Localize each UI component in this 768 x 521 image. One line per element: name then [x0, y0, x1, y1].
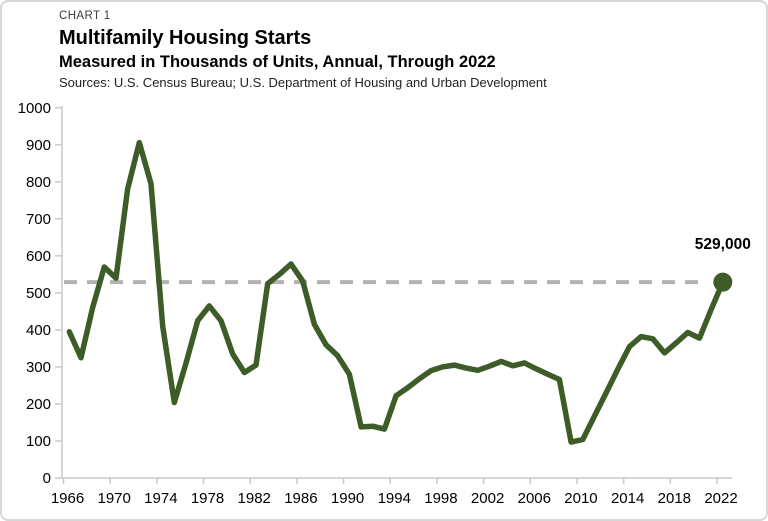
y-tick-label: 100	[26, 433, 51, 450]
x-tick-label: 2006	[518, 490, 551, 507]
y-tick-label: 1000	[18, 100, 51, 117]
housing-starts-line	[66, 139, 726, 445]
x-tick-label: 1998	[424, 490, 457, 507]
end-dot	[713, 272, 733, 292]
chart-subtitle: Measured in Thousands of Units, Annual, …	[59, 52, 496, 71]
x-axis-ticks: 1966 1970 1974 1978 1982 1986 1990 1994 1998 2002…	[51, 478, 738, 507]
x-tick-label: 1966	[51, 490, 84, 507]
y-axis-ticks: 0 100 200 300 400 500 600 700 800 900 1000	[18, 100, 62, 487]
series-line	[66, 139, 726, 445]
y-tick-label: 700	[26, 211, 51, 228]
y-tick-label: 900	[26, 137, 51, 154]
x-tick-label: 2018	[658, 490, 691, 507]
x-tick-label: 2014	[611, 490, 644, 507]
axes	[61, 106, 732, 479]
y-tick-label: 500	[26, 285, 51, 302]
y-tick-label: 600	[26, 248, 51, 265]
chart-title: Multifamily Housing Starts	[59, 26, 312, 49]
chart-header: CHART 1 Multifamily Housing Starts Measu…	[59, 10, 547, 91]
y-tick-label: 400	[26, 322, 51, 339]
x-tick-label: 1978	[191, 490, 224, 507]
end-value-label: 529,000	[695, 236, 751, 253]
y-tick-label: 800	[26, 174, 51, 191]
annotation: 529,000	[695, 236, 751, 253]
x-tick-label: 1986	[284, 490, 317, 507]
end-value-dot	[713, 272, 733, 292]
x-tick-label: 2002	[471, 490, 504, 507]
y-tick-label: 300	[26, 359, 51, 376]
chart-sources: Sources: U.S. Census Bureau; U.S. Depart…	[59, 74, 547, 90]
x-tick-label: 1982	[238, 490, 271, 507]
x-tick-label: 1974	[144, 490, 177, 507]
x-tick-label: 1990	[331, 490, 364, 507]
x-tick-label: 1970	[97, 490, 130, 507]
y-tick-label: 200	[26, 396, 51, 413]
x-tick-label: 2022	[704, 490, 737, 507]
x-tick-label: 2010	[564, 490, 597, 507]
y-tick-label: 0	[43, 470, 51, 487]
chart-kicker: CHART 1	[59, 10, 111, 22]
x-tick-label: 1994	[378, 490, 411, 507]
